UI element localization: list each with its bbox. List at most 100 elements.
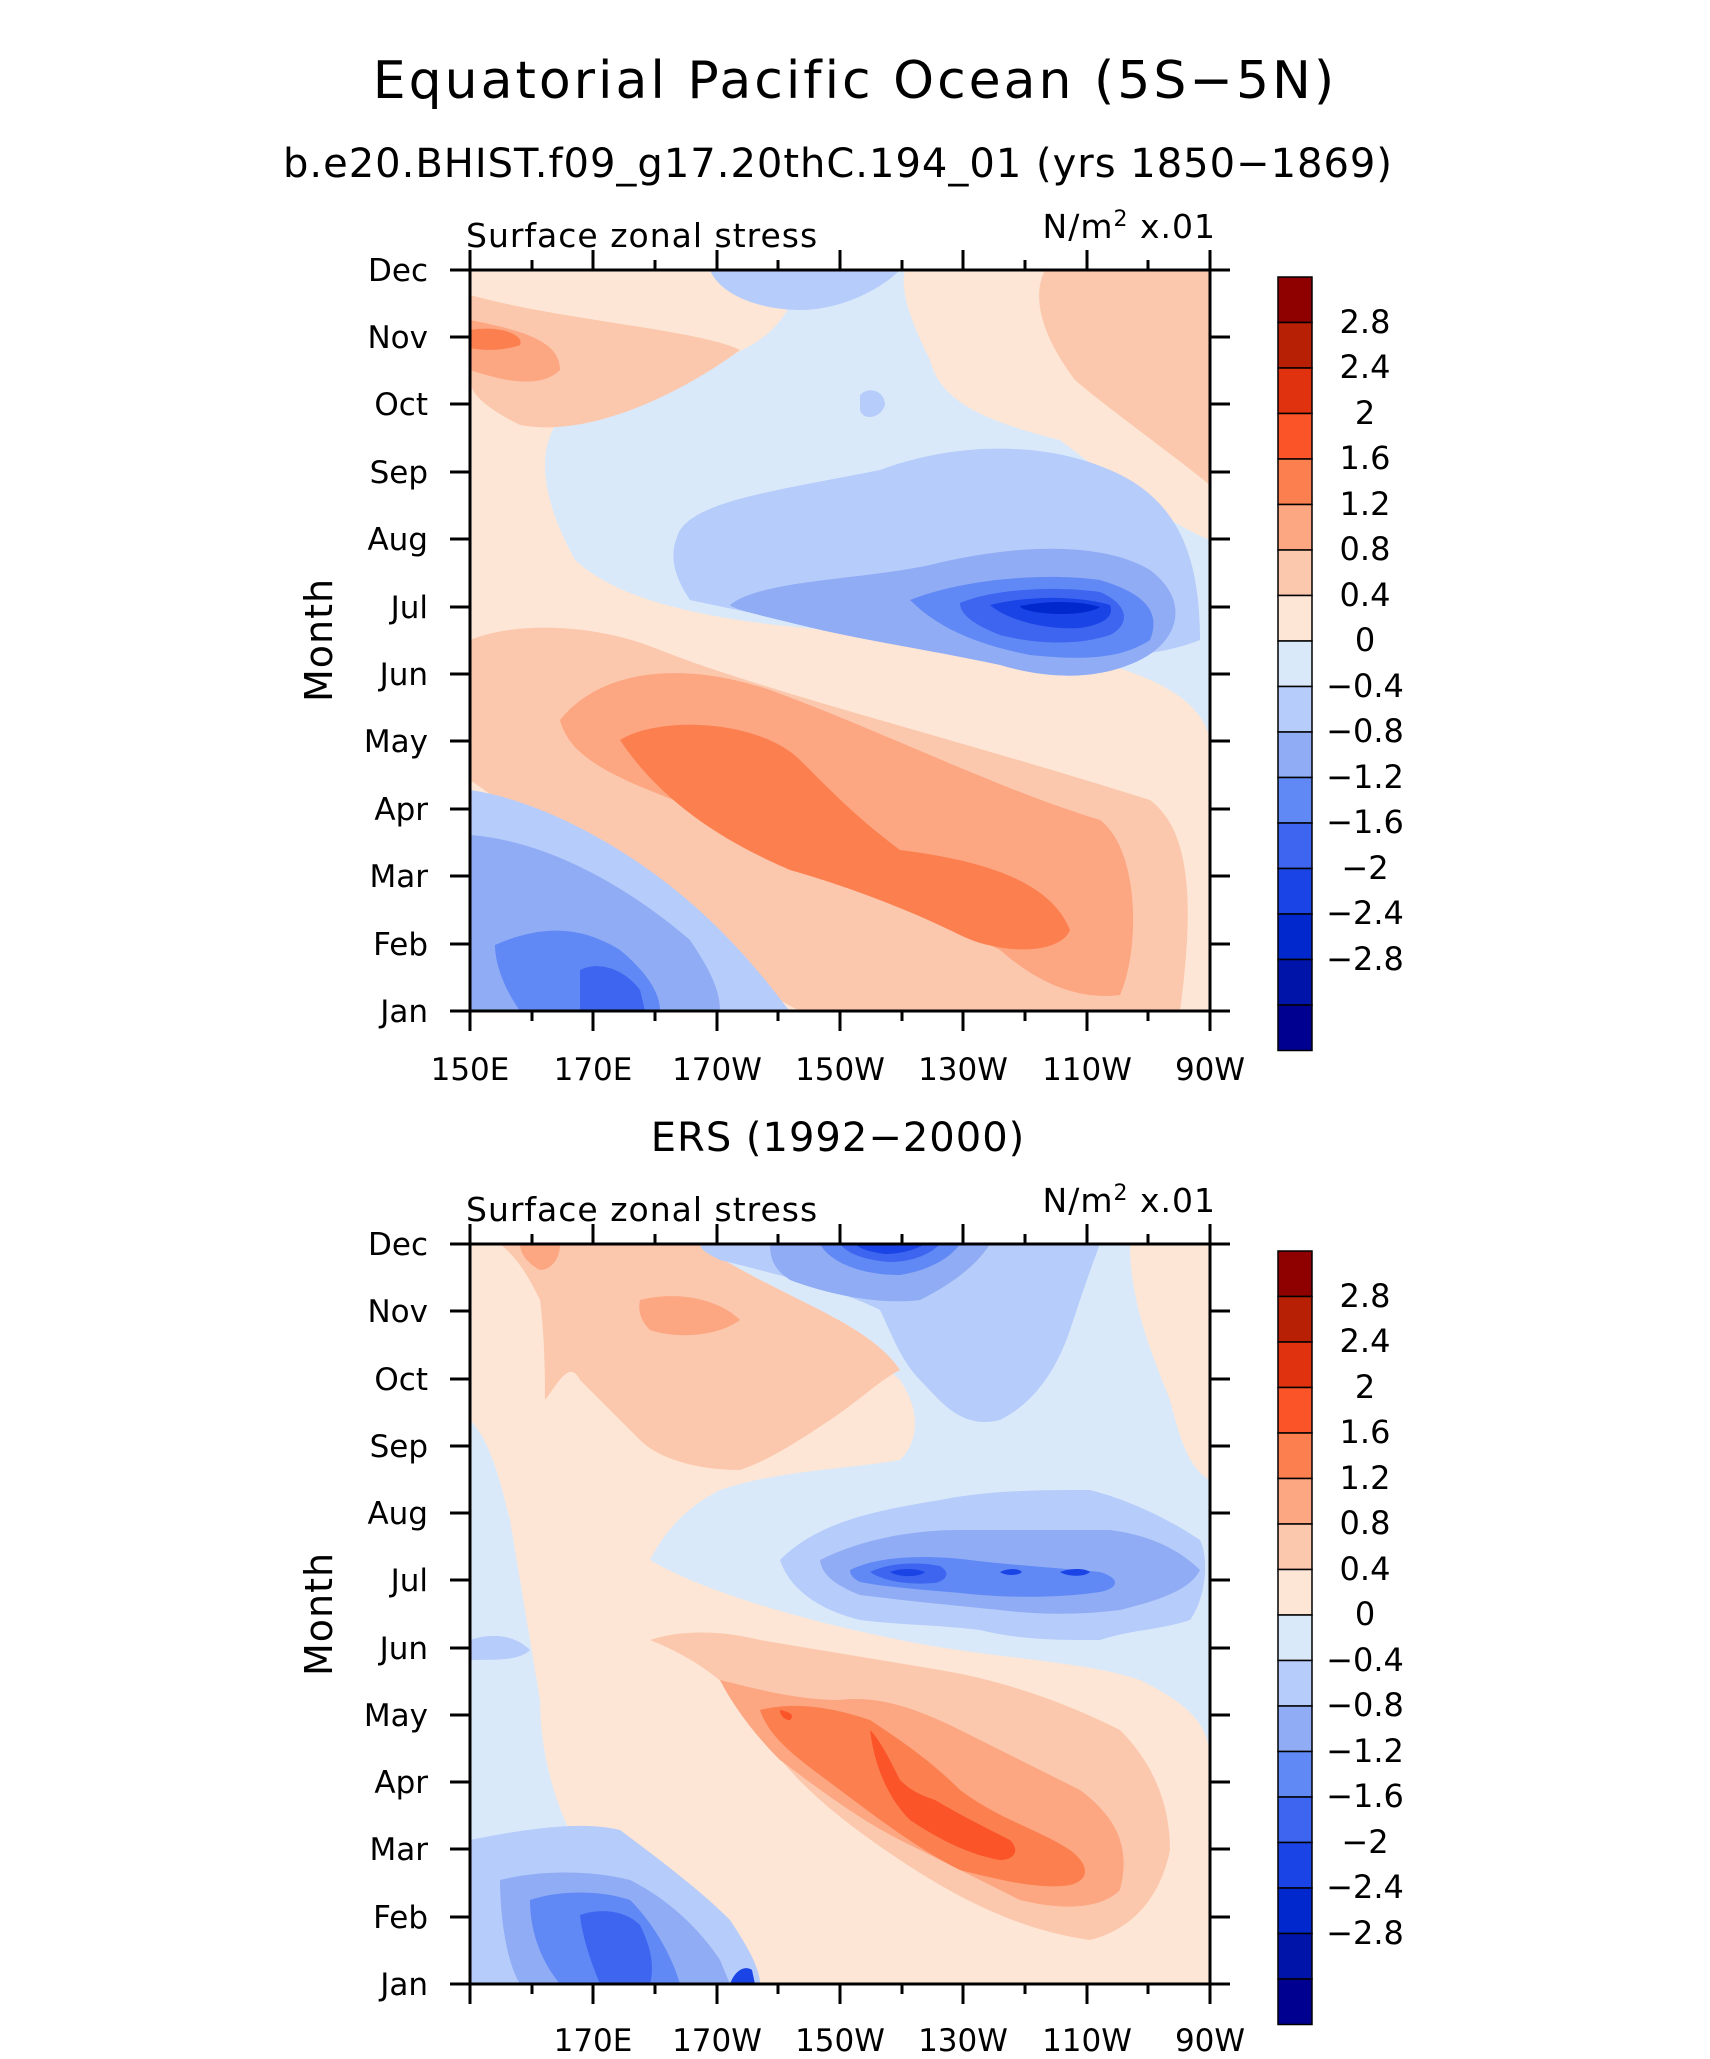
panel-model-ylabel: Month xyxy=(297,578,341,702)
panel-model-units: N/m2 x.01 xyxy=(1043,207,1216,247)
figure-title: Equatorial Pacific Ocean (5S−5N) xyxy=(373,51,1337,111)
region-pos-0.8b xyxy=(639,1296,740,1336)
y-tick-label: Jan xyxy=(378,994,428,1030)
colorbar-label: −1.6 xyxy=(1326,803,1404,841)
panel-model-x-ticks: 150E 170E 170W 150W 130W 110W 90W xyxy=(431,1052,1245,1088)
colorbar-cell xyxy=(1277,1887,1313,1935)
y-tick-label: Jul xyxy=(389,1563,428,1599)
panel-ers-ylabel: Month xyxy=(297,1552,341,1676)
colorbar-label: −1.6 xyxy=(1326,1777,1404,1815)
colorbar-label: −2.8 xyxy=(1326,940,1404,978)
colorbar-cell xyxy=(1277,458,1313,506)
colorbar-cell xyxy=(1277,594,1313,642)
colorbar-label: 2 xyxy=(1355,394,1375,432)
colorbar-cell xyxy=(1277,640,1313,688)
colorbar-label: 1.2 xyxy=(1340,1459,1391,1497)
y-tick-label: Jul xyxy=(389,590,428,626)
colorbar-cell xyxy=(1277,367,1313,415)
colorbar-cell xyxy=(1277,1477,1313,1525)
region-pos-0.4 xyxy=(470,295,740,428)
panel-ers-axes xyxy=(450,1224,1230,2004)
colorbar-cell xyxy=(1277,776,1313,824)
panel-ers-colorbar-labels: 2.8 2.4 2 1.6 1.2 0.8 0.4 0 −0.4 −0.8 −1… xyxy=(1326,1277,1404,1952)
region-neg-2.0 xyxy=(855,1244,925,1254)
colorbar-label: 0.4 xyxy=(1340,576,1391,614)
colorbar-cell xyxy=(1277,822,1313,870)
region-neg-0.4d xyxy=(860,390,885,417)
y-tick-label: Sep xyxy=(370,1429,428,1465)
colorbar-cell xyxy=(1277,1523,1313,1571)
region-neg-2.0b xyxy=(890,1569,925,1577)
x-tick-label: 170W xyxy=(672,2023,762,2059)
colorbar-label: −1.2 xyxy=(1326,758,1404,796)
colorbar-label: 1.6 xyxy=(1340,1413,1391,1451)
colorbar-cell xyxy=(1277,1978,1313,2026)
panel-ers-x-ticks: 170E 170W 150W 130W 110W 90W xyxy=(554,2023,1245,2059)
panel-ers: ERS (1992−2000) Surface zonal stress N/m… xyxy=(297,1115,1404,2059)
region-neg-2.0e xyxy=(730,1968,755,1984)
y-tick-label: Dec xyxy=(368,1227,428,1263)
colorbar-cell xyxy=(1277,1295,1313,1343)
region-pos-1.2b xyxy=(620,724,1070,950)
colorbar-label: −0.8 xyxy=(1326,712,1404,750)
x-tick-label: 90W xyxy=(1175,2023,1245,2059)
colorbar-label: 1.6 xyxy=(1340,439,1391,477)
colorbar-cell xyxy=(1277,1386,1313,1434)
x-tick-label: 110W xyxy=(1042,2023,1132,2059)
colorbar-cell xyxy=(1277,503,1313,551)
region-neg-0.4c xyxy=(470,1635,530,1660)
colorbar-cell xyxy=(1277,1705,1313,1753)
region-pos-1.2 xyxy=(470,328,521,350)
x-tick-label: 170W xyxy=(672,1052,762,1088)
colorbar-label: 0.8 xyxy=(1340,1504,1391,1542)
panel-ers-colorbar: 2.8 2.4 2 1.6 1.2 0.8 0.4 0 −0.4 −0.8 −1… xyxy=(1277,1250,1404,2026)
y-tick-label: Feb xyxy=(373,1900,428,1936)
x-tick-label: 170E xyxy=(554,1052,633,1088)
region-pos-1.6 xyxy=(870,1730,1016,1860)
colorbar-label: −2 xyxy=(1341,849,1388,887)
panel-ers-contours xyxy=(470,1244,1210,1984)
colorbar-cell xyxy=(1277,412,1313,460)
panel-model-contours xyxy=(470,270,1210,1011)
colorbar-label: −2.4 xyxy=(1326,894,1404,932)
y-tick-label: Oct xyxy=(374,387,428,423)
region-neg-2.0c xyxy=(1060,1569,1090,1576)
y-tick-label: Apr xyxy=(374,1765,428,1801)
y-tick-label: Jun xyxy=(378,1631,428,1667)
panel-model: b.e20.BHIST.f09_g17.20thC.194_01 (yrs 18… xyxy=(283,141,1404,1088)
y-tick-label: Nov xyxy=(367,1294,428,1330)
colorbar-label: 2.4 xyxy=(1340,1322,1391,1360)
colorbar-cell xyxy=(1277,1004,1313,1052)
colorbar-cell xyxy=(1277,1568,1313,1616)
colorbar-label: 0 xyxy=(1355,621,1375,659)
colorbar-cell xyxy=(1277,321,1313,369)
region-pos-0.4 xyxy=(500,1244,900,1470)
region-pos-0.0b xyxy=(1130,1244,1210,1480)
colorbar-cell xyxy=(1277,913,1313,961)
y-tick-label: Nov xyxy=(367,320,428,356)
colorbar-label: 1.2 xyxy=(1340,485,1391,523)
colorbar-cell xyxy=(1277,549,1313,597)
colorbar-cell xyxy=(1277,1841,1313,1889)
y-tick-label: Aug xyxy=(367,1496,428,1532)
colorbar-cell xyxy=(1277,1932,1313,1980)
y-tick-label: Jan xyxy=(378,1967,428,2003)
colorbar-cell xyxy=(1277,958,1313,1006)
panel-model-subtitle: b.e20.BHIST.f09_g17.20thC.194_01 (yrs 18… xyxy=(283,141,1393,187)
x-tick-label: 130W xyxy=(918,1052,1008,1088)
colorbar-label: 2.8 xyxy=(1340,303,1391,341)
x-tick-label: 150W xyxy=(795,1052,885,1088)
colorbar-label: −2.4 xyxy=(1326,1868,1404,1906)
y-tick-label: Jun xyxy=(378,657,428,693)
x-tick-label: 150W xyxy=(795,2023,885,2059)
panel-ers-colorbar-cells xyxy=(1277,1250,1313,2026)
colorbar-cell xyxy=(1277,1341,1313,1389)
colorbar-label: −0.4 xyxy=(1326,667,1404,705)
colorbar-label: 0 xyxy=(1355,1595,1375,1633)
colorbar-cell xyxy=(1277,1659,1313,1707)
colorbar-label: 2.4 xyxy=(1340,348,1391,386)
panel-model-axes xyxy=(450,250,1230,1031)
panel-ers-units: N/m2 x.01 xyxy=(1043,1181,1216,1221)
y-tick-label: Apr xyxy=(374,792,428,828)
